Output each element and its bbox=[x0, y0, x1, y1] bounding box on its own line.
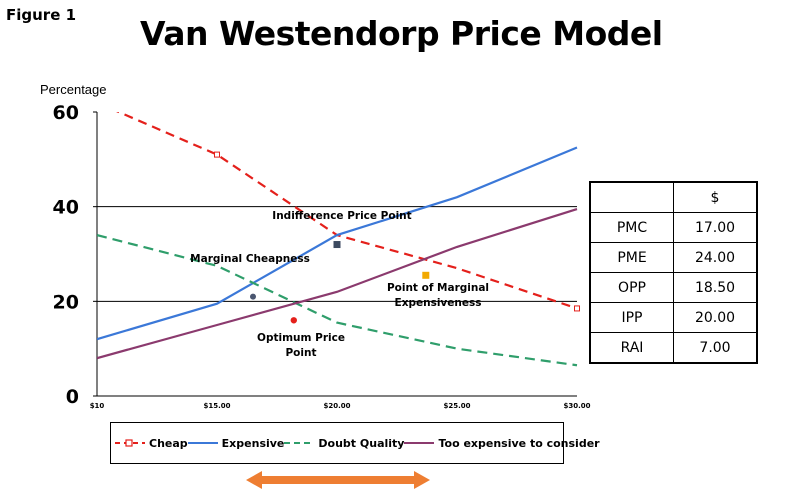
table-row-label: OPP bbox=[589, 272, 674, 303]
annotation-optimum-price-point-line1: Optimum Price bbox=[257, 332, 345, 344]
x-tick-label: $10 bbox=[90, 402, 105, 410]
x-tick-label: $15.00 bbox=[203, 402, 230, 410]
legend-item-expensive: Expensive bbox=[187, 436, 285, 450]
series-line-doubt-quality bbox=[97, 234, 578, 367]
table-row-value: 20.00 bbox=[673, 302, 758, 333]
legend-item-doubt-quality: Doubt Quality bbox=[284, 437, 404, 450]
table-row: PME 24.00 bbox=[589, 242, 758, 273]
opp-point-marker bbox=[290, 317, 297, 324]
legend-swatch-cheap bbox=[115, 439, 145, 447]
price-summary-table: $ PMC 17.00 PME 24.00 OPP 18.50 IPP 20.0… bbox=[589, 181, 758, 364]
legend-item-cheap: Cheap bbox=[115, 437, 188, 450]
y-tick-label: 20 bbox=[53, 291, 79, 313]
annotation-indifference-price-point: Indifference Price Point bbox=[272, 210, 411, 222]
chart-title: Van Westendorp Price Model bbox=[140, 14, 663, 53]
table-row-value: 7.00 bbox=[673, 332, 758, 364]
y-axis-label: Percentage bbox=[40, 82, 107, 97]
x-tick-label: $30.00 bbox=[563, 402, 590, 410]
legend-item-too-expensive: Too expensive to consider bbox=[404, 436, 600, 450]
table-row: RAI 7.00 bbox=[589, 332, 758, 364]
legend-swatch-expensive bbox=[187, 442, 218, 444]
figure-label: Figure 1 bbox=[6, 6, 77, 24]
cheap-point-marker bbox=[214, 151, 220, 158]
annotation-marginal-cheapness: Marginal Cheapness bbox=[190, 253, 310, 265]
table-row-label: RAI bbox=[589, 332, 674, 364]
legend-label-cheap: Cheap bbox=[149, 436, 188, 450]
pme-point-marker bbox=[422, 271, 430, 279]
y-tick-label: 60 bbox=[53, 102, 79, 124]
table-row: IPP 20.00 bbox=[589, 302, 758, 333]
y-tick-label: 0 bbox=[66, 386, 79, 408]
table-row: OPP 18.50 bbox=[589, 272, 758, 303]
series-line-cheap bbox=[116, 112, 578, 310]
price-model-chart: 60 40 20 0 $10 $15.00 $20.00 $25.00 $30.00 Indiff… bbox=[53, 102, 591, 410]
table-row-label: PME bbox=[589, 242, 674, 273]
price-range-arrow-icon bbox=[246, 471, 430, 489]
table-row-value: 24.00 bbox=[673, 242, 758, 273]
table-row-label: IPP bbox=[589, 302, 674, 333]
table-header-row: $ bbox=[589, 181, 758, 213]
legend-swatch-too-expensive bbox=[404, 442, 435, 444]
table-header-dollar: $ bbox=[673, 181, 758, 213]
table-corner-cell bbox=[589, 181, 674, 213]
legend-swatch-doubt-quality bbox=[284, 442, 315, 444]
annotation-point-of-marginal-expensiveness-line1: Point of Marginal bbox=[387, 282, 489, 294]
series-line-expensive bbox=[97, 146, 578, 341]
ipp-point-marker bbox=[333, 241, 341, 249]
annotation-point-of-marginal-expensiveness-line2: Expensiveness bbox=[395, 297, 482, 309]
x-tick-label: $20.00 bbox=[323, 402, 350, 410]
series-line-too-expensive bbox=[97, 207, 578, 360]
chart-legend: Cheap Expensive Doubt Quality Too expens… bbox=[110, 422, 600, 464]
annotation-optimum-price-point-line2: Point bbox=[285, 347, 316, 359]
table-row: PMC 17.00 bbox=[589, 212, 758, 243]
table-row-value: 17.00 bbox=[673, 212, 758, 243]
legend-label-expensive: Expensive bbox=[221, 436, 285, 450]
pmc-point-marker bbox=[250, 293, 256, 300]
table-row-label: PMC bbox=[589, 212, 674, 243]
legend-label-too-expensive: Too expensive to consider bbox=[438, 436, 600, 450]
cheap-point-marker bbox=[574, 305, 580, 312]
table-row-value: 18.50 bbox=[673, 272, 758, 303]
x-tick-label: $25.00 bbox=[443, 402, 470, 410]
legend-label-doubt-quality: Doubt Quality bbox=[318, 436, 405, 450]
y-tick-label: 40 bbox=[53, 197, 79, 219]
